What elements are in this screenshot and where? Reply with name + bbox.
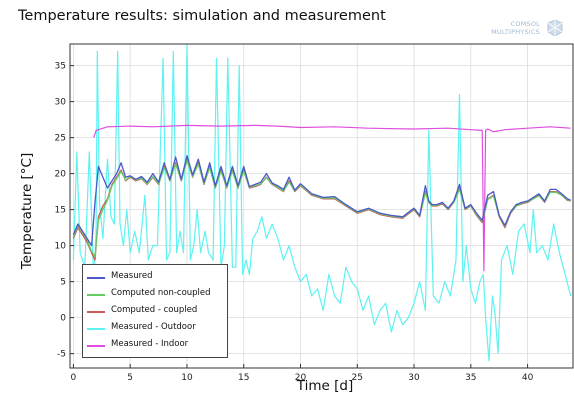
series-layer [72,44,572,362]
y-tick-label: 25 [55,134,66,144]
x-tick-label: 15 [238,373,249,383]
legend-swatch-measured [87,277,105,279]
comsol-logo: COMSOL MULTIPHYSICS [482,20,564,42]
legend-label-computed-non-coupled: Computed non-coupled [111,288,211,298]
legend-label-measured: Measured [111,271,153,281]
x-tick-label: 20 [295,373,307,383]
legend-item-measured-indoor: Measured - Indoor [87,339,227,351]
series-line-measured-indoor [93,124,571,272]
y-tick-label: 0 [60,314,66,324]
legend-swatch-measured-outdoor [87,328,105,330]
y-tick-label: 15 [55,206,66,216]
y-tick-label: 10 [55,242,67,252]
legend-label-measured-outdoor: Measured - Outdoor [111,322,196,332]
legend-label-measured-indoor: Measured - Indoor [111,339,189,349]
y-tick-label: 35 [55,62,66,72]
legend-swatch-measured-indoor [87,345,105,347]
x-tick-label: 40 [522,373,534,383]
y-tick-label: -5 [57,350,66,360]
y-tick-label: 30 [55,98,67,108]
x-tick-label: 0 [71,373,77,383]
x-tick-label: 25 [352,373,363,383]
y-tick-label: 20 [55,170,67,180]
legend-item-computed-coupled: Computed - coupled [87,305,227,317]
legend-swatch-computed-coupled [87,311,105,313]
legend-item-computed-non-coupled: Computed non-coupled [87,288,227,300]
logo-text-line2: MULTIPHYSICS [491,28,540,36]
legend-item-measured-outdoor: Measured - Outdoor [87,322,227,334]
x-axis-label: Time [d] [296,378,354,394]
series-line-measured [72,154,571,247]
x-tick-label: 5 [127,373,133,383]
x-tick-label: 10 [181,373,193,383]
y-tick-label: 5 [60,278,66,288]
plot-frame [69,43,574,369]
chart-title: Temperature results: simulation and meas… [18,8,386,24]
comsol-logo-icon [547,20,563,36]
logo-text-line1: COMSOL [510,20,540,28]
tick-layer: 0 5 10 15 20 25 30 35 40 -5 0 5 10 15 20 25 30 35 [55,62,534,383]
x-tick-label: 30 [408,373,420,383]
legend: Measured Computed non-coupled Computed -… [82,264,228,358]
x-tick-label: 35 [465,373,476,383]
legend-swatch-computed-non-coupled [87,294,105,296]
series-line-measured-outdoor [72,44,572,362]
legend-label-computed-coupled: Computed - coupled [111,305,198,315]
frame-layer [69,43,574,369]
legend-item-measured: Measured [87,271,227,283]
